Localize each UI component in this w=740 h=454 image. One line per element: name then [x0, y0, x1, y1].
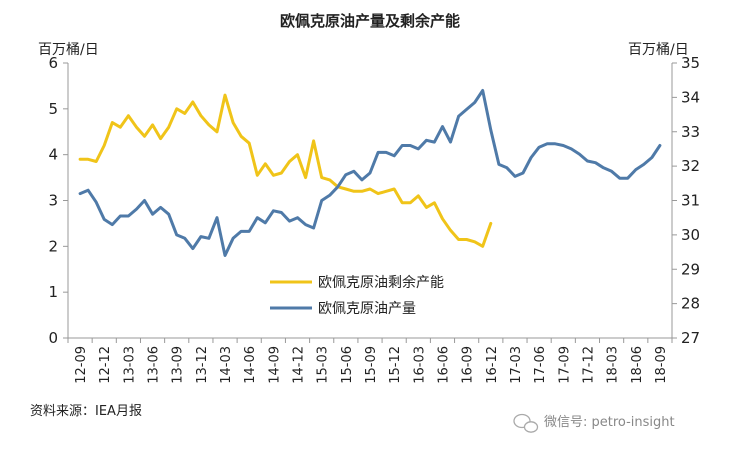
- x-tick-label: 17-03: [509, 346, 524, 384]
- legend: 欧佩克原油剩余产能 欧佩克原油产量: [270, 274, 444, 317]
- x-tick-label: 16-12: [485, 346, 500, 384]
- y-right-tick-label: 28: [681, 295, 700, 313]
- y-axis-right-label: 百万桶/日: [628, 42, 689, 58]
- x-tick-label: 18-03: [606, 346, 621, 384]
- y-left-tick-label: 4: [48, 146, 58, 164]
- y-right-tick-label: 32: [681, 157, 700, 175]
- x-tick-label: 17-06: [533, 346, 548, 384]
- y-left-tick-label: 1: [48, 283, 58, 301]
- x-tick-label: 15-06: [340, 346, 355, 384]
- y-right-tick-label: 35: [681, 54, 700, 72]
- y-left-tick-label: 2: [48, 237, 58, 255]
- x-axis-ticks: 12-09 12-12 13-03 13-06 13-09 13-12 14-03 14-06…: [67, 338, 673, 384]
- x-tick-label: 13-03: [122, 346, 137, 384]
- x-tick-label: 13-12: [195, 346, 210, 384]
- x-tick-label: 12-09: [74, 346, 89, 384]
- x-tick-label: 15-12: [388, 346, 403, 384]
- watermark-text: 微信号: petro-insight: [544, 415, 675, 430]
- x-tick-label: 16-06: [436, 346, 451, 384]
- y-left-tick-label: 5: [48, 100, 58, 118]
- x-tick-label: 13-09: [171, 346, 186, 384]
- x-tick-label: 16-09: [461, 346, 476, 384]
- y-right-tick-label: 34: [681, 88, 700, 106]
- y-right-tick-label: 31: [681, 192, 700, 210]
- y-left-tick-label: 3: [48, 192, 58, 210]
- y-axis-left-ticks: 0 1 2 3 4 5 6: [48, 54, 68, 347]
- y-right-tick-label: 33: [681, 123, 700, 141]
- x-tick-label: 12-12: [98, 346, 113, 384]
- x-tick-label: 18-06: [630, 346, 645, 384]
- chart-title: 欧佩克原油产量及剩余产能: [280, 12, 460, 30]
- series-line-spare-capacity: [78, 93, 493, 248]
- source-note: 资料来源：IEA月报: [30, 404, 142, 419]
- y-right-tick-label: 27: [681, 329, 700, 347]
- x-tick-label: 14-12: [292, 346, 307, 384]
- x-tick-label: 13-06: [147, 346, 162, 384]
- y-right-tick-label: 29: [681, 260, 700, 278]
- series-lines: [78, 89, 662, 257]
- x-tick-label: 14-06: [243, 346, 258, 384]
- y-axis-left-label: 百万桶/日: [38, 42, 99, 58]
- x-tick-label: 14-03: [219, 346, 234, 384]
- x-tick-label: 17-09: [557, 346, 572, 384]
- legend-label-production: 欧佩克原油产量: [318, 301, 416, 317]
- wechat-icon: [513, 413, 539, 433]
- watermark: 微信号: petro-insight: [513, 413, 675, 433]
- x-tick-label: 16-03: [412, 346, 427, 384]
- x-tick-label: 17-12: [581, 346, 596, 384]
- x-tick-label: 15-09: [364, 346, 379, 384]
- series-line-production: [78, 89, 662, 257]
- x-tick-label: 18-09: [654, 346, 669, 384]
- y-axis-right-ticks: 27 28 29 30 31 32 33 34 35: [672, 54, 700, 347]
- y-right-tick-label: 30: [681, 226, 700, 244]
- x-tick-label: 14-09: [267, 346, 282, 384]
- y-left-tick-label: 0: [48, 329, 58, 347]
- x-tick-label: 15-03: [316, 346, 331, 384]
- y-left-tick-label: 6: [48, 54, 58, 72]
- legend-label-capacity: 欧佩克原油剩余产能: [318, 274, 444, 291]
